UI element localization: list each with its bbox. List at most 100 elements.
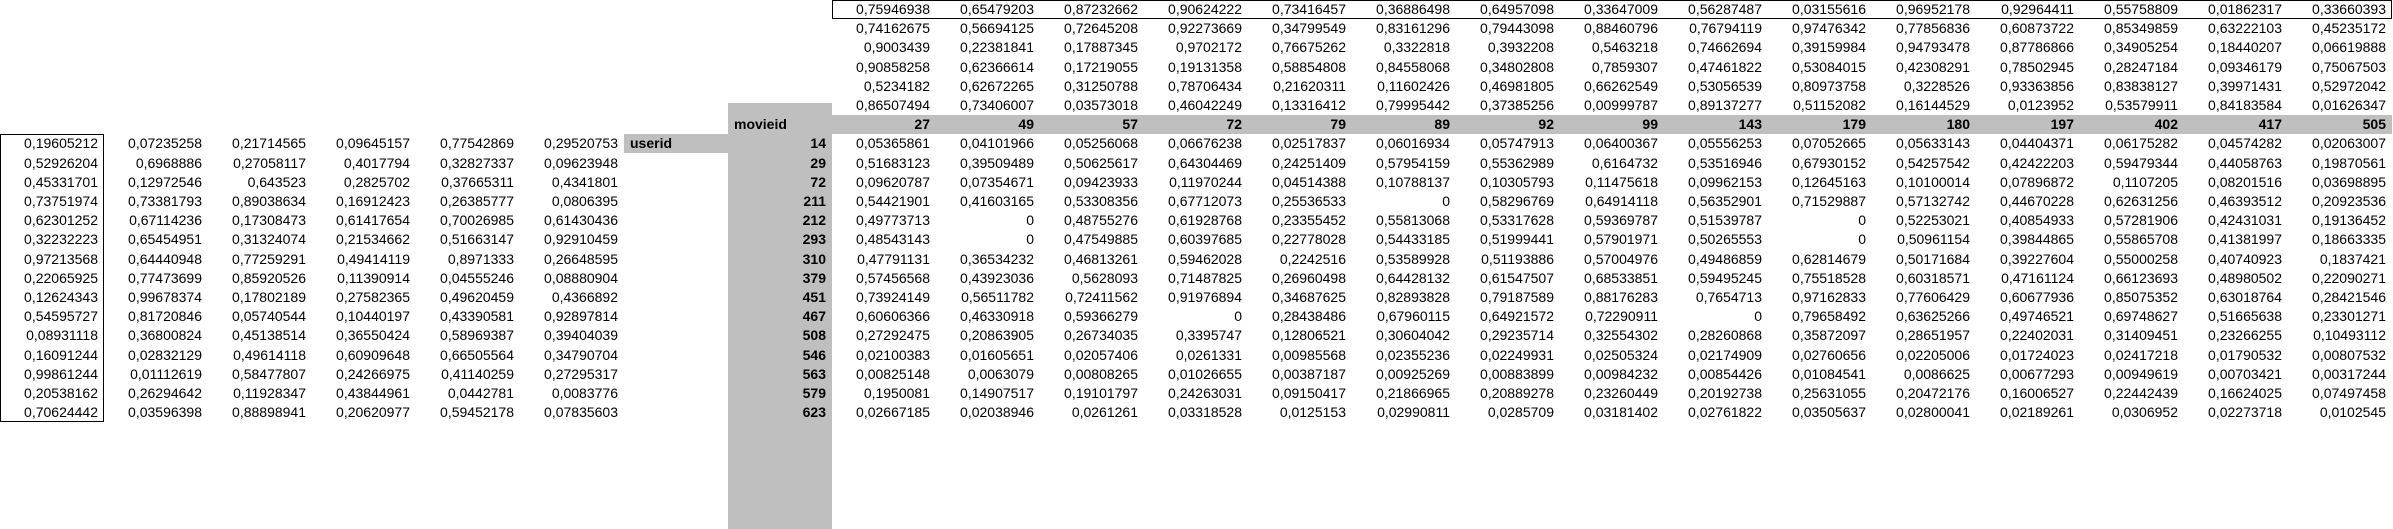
- movie-factor-cell[interactable]: 0,5463218: [1591, 39, 1658, 56]
- movie-factor-cell[interactable]: 0,90624222: [1168, 1, 1242, 17]
- prediction-cell[interactable]: 0,64914118: [1585, 193, 1658, 209]
- user-factor-cell[interactable]: 0,26648595: [544, 250, 618, 267]
- prediction-cell[interactable]: 0,51193886: [1481, 250, 1554, 267]
- prediction-cell[interactable]: 0,50171684: [1896, 250, 1970, 267]
- prediction-cell[interactable]: 0,16006527: [2000, 385, 2074, 401]
- prediction-cell[interactable]: 0,11475618: [1585, 173, 1658, 190]
- user-factor-cell[interactable]: 0,21714565: [232, 135, 306, 152]
- movie-factor-cell[interactable]: 0,09346179: [2208, 58, 2282, 75]
- movieid-header-cell[interactable]: 27: [832, 115, 936, 135]
- prediction-cell[interactable]: 0,27292475: [856, 327, 930, 344]
- prediction-cell[interactable]: 0,20889278: [1480, 385, 1554, 401]
- user-factor-cell[interactable]: 0,43390581: [440, 308, 514, 325]
- user-factor-cell[interactable]: 0,81720846: [128, 308, 202, 325]
- prediction-cell[interactable]: 0,91976894: [1168, 289, 1242, 305]
- user-factor-cell[interactable]: 0,08931118: [26, 327, 98, 344]
- user-factor-cell[interactable]: 0,17802189: [232, 289, 306, 305]
- movie-factor-cell[interactable]: 0,16144529: [1896, 97, 1970, 113]
- prediction-cell[interactable]: 0,0125153: [1279, 404, 1346, 421]
- userid-cell[interactable]: 563: [728, 364, 832, 384]
- movie-factor-cell[interactable]: 0,53084015: [1792, 58, 1866, 75]
- prediction-cell[interactable]: 0,00985568: [1272, 346, 1346, 363]
- prediction-cell[interactable]: 0,53317628: [1480, 212, 1554, 229]
- prediction-cell[interactable]: 0,02760656: [1792, 346, 1866, 363]
- prediction-cell[interactable]: 0: [1858, 212, 1866, 229]
- movie-factor-cell[interactable]: 0,62672265: [960, 77, 1034, 94]
- user-factor-cell[interactable]: 0,49614118: [233, 346, 306, 363]
- prediction-cell[interactable]: 0,51665638: [2208, 308, 2282, 325]
- userid-header-label[interactable]: userid: [624, 134, 728, 154]
- movie-factor-cell[interactable]: 0,80973758: [1792, 77, 1866, 94]
- movieid-header-cell[interactable]: 505: [2288, 115, 2392, 135]
- prediction-cell[interactable]: 0: [1858, 231, 1866, 248]
- user-factor-cell[interactable]: 0,41140259: [441, 365, 514, 382]
- movie-factor-cell[interactable]: 0,72645208: [1064, 20, 1138, 37]
- user-factor-cell[interactable]: 0,52926204: [24, 154, 98, 171]
- prediction-cell[interactable]: 0,1837421: [2319, 250, 2386, 267]
- movie-factor-cell[interactable]: 0,5234182: [863, 77, 930, 94]
- prediction-cell[interactable]: 0,0306952: [2111, 404, 2178, 421]
- prediction-cell[interactable]: 0,25631055: [1792, 385, 1866, 401]
- prediction-cell[interactable]: 0,49486859: [1688, 250, 1762, 267]
- prediction-cell[interactable]: 0,0063079: [967, 365, 1034, 382]
- prediction-cell[interactable]: 0,00984232: [1584, 365, 1658, 382]
- prediction-cell[interactable]: 0,47791131: [857, 250, 930, 267]
- prediction-cell[interactable]: 0,02800041: [1896, 404, 1970, 421]
- prediction-cell[interactable]: 0,18663335: [2312, 231, 2386, 248]
- movie-factor-cell[interactable]: 0,01626347: [2312, 97, 2386, 113]
- prediction-cell[interactable]: 0,02057406: [1064, 346, 1138, 363]
- movie-factor-cell[interactable]: 0,90858258: [856, 58, 930, 75]
- prediction-cell[interactable]: 0,01724023: [2000, 346, 2074, 363]
- prediction-cell[interactable]: 0: [1026, 231, 1034, 248]
- user-factor-cell[interactable]: 0,4366892: [551, 289, 618, 305]
- user-factor-cell[interactable]: 0,54595727: [24, 308, 98, 325]
- prediction-cell[interactable]: 0,07052665: [1792, 135, 1866, 152]
- prediction-cell[interactable]: 0: [1442, 193, 1450, 209]
- user-factor-cell[interactable]: 0,8971333: [447, 250, 514, 267]
- user-factor-cell[interactable]: 0,73381793: [128, 193, 202, 209]
- movie-factor-cell[interactable]: 0,75067503: [2312, 58, 2386, 75]
- prediction-cell[interactable]: 0,46393512: [2208, 193, 2282, 209]
- user-factor-cell[interactable]: 0,24266975: [336, 365, 410, 382]
- prediction-cell[interactable]: 0,24251409: [1272, 154, 1346, 171]
- prediction-cell[interactable]: 0: [1234, 308, 1242, 325]
- user-factor-cell[interactable]: 0,27058117: [233, 154, 306, 171]
- prediction-cell[interactable]: 0,64428132: [1376, 269, 1450, 286]
- movie-factor-cell[interactable]: 0,01862317: [2208, 1, 2282, 17]
- user-factor-cell[interactable]: 0,64440948: [128, 250, 202, 267]
- movie-factor-cell[interactable]: 0,9003439: [863, 39, 930, 56]
- prediction-cell[interactable]: 0,10305793: [1480, 173, 1554, 190]
- userid-cell[interactable]: 29: [728, 153, 832, 173]
- prediction-cell[interactable]: 0,00949619: [2104, 365, 2178, 382]
- movie-factor-cell[interactable]: 0,60873722: [2000, 20, 2074, 37]
- prediction-cell[interactable]: 0,04574282: [2208, 135, 2282, 152]
- user-factor-cell[interactable]: 0,11928347: [233, 385, 306, 401]
- movie-factor-cell[interactable]: 0,73406007: [960, 97, 1034, 113]
- prediction-cell[interactable]: 0,55865708: [2104, 231, 2178, 248]
- prediction-cell[interactable]: 0,22778028: [1272, 231, 1346, 248]
- prediction-cell[interactable]: 0,60606366: [856, 308, 930, 325]
- prediction-cell[interactable]: 0: [1754, 308, 1762, 325]
- prediction-cell[interactable]: 0,5628093: [1071, 269, 1138, 286]
- prediction-cell[interactable]: 0,09620787: [856, 173, 930, 190]
- prediction-cell[interactable]: 0,02761822: [1688, 404, 1762, 421]
- movie-factor-cell[interactable]: 0,7859307: [1591, 58, 1658, 75]
- movieid-header-cell[interactable]: 180: [1872, 115, 1976, 135]
- movie-factor-cell[interactable]: 0,3932208: [1487, 39, 1554, 56]
- user-factor-cell[interactable]: 0,61417654: [336, 212, 410, 229]
- movie-factor-cell[interactable]: 0,92964411: [2001, 1, 2074, 17]
- prediction-cell[interactable]: 0: [1026, 212, 1034, 229]
- user-factor-cell[interactable]: 0,4017794: [343, 154, 410, 171]
- prediction-cell[interactable]: 0,23266255: [2208, 327, 2282, 344]
- prediction-cell[interactable]: 0,43923036: [960, 269, 1034, 286]
- user-factor-cell[interactable]: 0,03596398: [128, 404, 202, 421]
- prediction-cell[interactable]: 0,40740923: [2208, 250, 2282, 267]
- movieid-header-cell[interactable]: 143: [1664, 115, 1768, 135]
- prediction-cell[interactable]: 0,50265553: [1688, 231, 1762, 248]
- prediction-cell[interactable]: 0,59495245: [1688, 269, 1762, 286]
- user-factor-cell[interactable]: 0,12972546: [128, 173, 202, 190]
- prediction-cell[interactable]: 0,59462028: [1168, 250, 1242, 267]
- prediction-cell[interactable]: 0,22442439: [2104, 385, 2178, 401]
- userid-cell[interactable]: 546: [728, 345, 832, 365]
